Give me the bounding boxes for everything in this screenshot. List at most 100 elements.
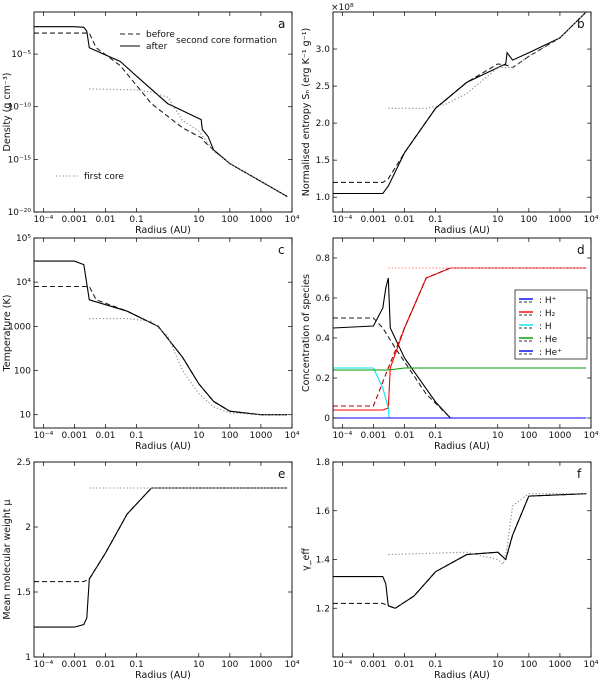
y-axis-label: γ_eff [301,548,312,571]
species-legend-label: : H⁺ [539,296,557,306]
species-legend: : H⁺: H₂: H: He: He⁺ [514,289,588,360]
panel-letter-c: c [278,243,285,257]
x-axis-label: Radius (AU) [135,225,191,236]
x-tick-label: 10⁻⁴ [332,431,352,441]
x-tick-label: 10⁻⁴ [332,215,352,225]
x-tick-label: 10⁻⁴ [33,215,53,225]
panel-letter-f: f [577,467,582,481]
x-tick-label: 1000 [548,660,571,670]
series-line-c-0 [34,285,288,416]
x-tick-label: 10⁴ [583,215,598,225]
annotation-first-core: first core [84,172,124,182]
y-tick-label: 1 [25,653,31,663]
x-tick-label: 100 [520,215,537,225]
x-tick-label: 0.001 [361,431,387,441]
series-line-f-0 [333,493,587,609]
panel-b-curves [333,12,587,195]
x-axis-label: Radius (AU) [135,670,191,681]
x-tick-label: 100 [221,215,238,225]
series-line-d-3 [333,267,587,407]
y-tick-label: 0 [324,414,330,424]
panel-d-curves [333,267,587,419]
y-tick-label: 10⁴ [16,278,31,288]
y-tick-label: 1.6 [316,507,331,517]
x-tick-label: 0.01 [394,431,414,441]
x-tick-label: 10 [193,660,205,670]
x-tick-label: 10⁴ [284,431,299,441]
panel-a-curves [34,26,288,197]
y-tick-label: 0.8 [316,254,331,264]
x-tick-label: 1000 [548,215,571,225]
x-axis-label: Radius (AU) [434,670,490,681]
y-axis-label: Mean molecular weight μ [2,499,13,619]
panel-e: 10⁻⁴ 0.001 0.01 0.1 10 100 1000 10⁴ 1 1.5 2 2.5 Radi… [2,458,300,681]
y-tick-label: 1.8 [316,458,331,468]
species-legend-label: : H₂ [539,309,556,319]
series-line-f-1 [333,493,587,609]
series-line-b-2 [388,12,587,109]
panel-letter-b: b [577,17,585,31]
y-tick-label: 10⁻⁵ [11,50,31,60]
series-line-a-1 [34,26,288,197]
y-tick-label: 1.5 [316,156,330,166]
x-tick-label: 0.1 [428,660,442,670]
panel-c-curves [34,260,288,416]
legend-label-second-core: second core formation [176,36,277,46]
y-tick-label: 10 [20,411,32,421]
x-tick-label: 0.001 [361,215,387,225]
x-tick-label: 1000 [249,431,272,441]
x-tick-label: 0.001 [361,660,387,670]
y-axis-label: Normalised entropy Sₙ (erg K⁻¹ g⁻¹) [301,28,312,196]
x-tick-label: 0.001 [62,215,88,225]
x-tick-label: 10⁻⁴ [33,660,53,670]
y-tick-label: 0.2 [316,374,330,384]
panel-frame-a [33,11,293,213]
series-line-f-2 [388,493,587,566]
x-tick-label: 0.01 [95,215,115,225]
x-tick-label: 10⁴ [284,660,299,670]
panel-f-curves [333,493,587,609]
panel-a: 10⁻⁴ 0.001 0.01 0.1 10 100 1000 10⁴ 10⁻²⁰ 10⁻¹⁵ 10… [2,11,300,236]
series-line-c-1 [34,260,288,416]
x-tick-label: 100 [520,660,537,670]
panel-b: 10⁻⁴ 0.001 0.01 0.1 10 100 1000 10⁴ 1.0 1.5 2.0 2.5… [301,3,599,236]
species-legend-label: : He⁺ [539,348,562,358]
panel-frame-d [332,237,592,429]
x-tick-label: 10 [492,215,504,225]
x-tick-label: 10 [193,431,205,441]
x-tick-label: 0.01 [95,431,115,441]
legend-label-after: after [146,42,168,52]
y-tick-label: 3.0 [316,45,331,55]
legend: before after second core formation [120,30,277,52]
panel-f: 10⁻⁴ 0.001 0.01 0.1 10 100 1000 10⁴ 1.2 1.4 1.6 1.8… [301,458,599,681]
y-tick-label: 2.5 [17,458,31,468]
x-axis-label: Radius (AU) [135,441,191,452]
panel-frame-b [332,11,592,213]
x-tick-label: 0.1 [129,660,143,670]
panel-d: 10⁻⁴ 0.001 0.01 0.1 10 100 1000 10⁴ 0 0.2 0.4 0.6 0.… [301,237,599,452]
x-tick-label: 1000 [249,660,272,670]
x-tick-label: 10 [193,215,205,225]
series-line-a-0 [34,32,288,197]
x-axis-label: Radius (AU) [434,441,490,452]
x-tick-label: 0.01 [394,660,414,670]
y-tick-label: 2.0 [316,119,331,129]
x-tick-label: 10⁻⁴ [33,431,53,441]
series-line-e-1 [34,487,288,628]
species-legend-label: : He [539,335,558,345]
y-tick-label: 1.0 [316,193,331,203]
series-line-d-5 [333,367,587,371]
series-line-b-0 [333,12,587,183]
x-tick-label: 0.1 [428,431,442,441]
y-tick-label: 0.6 [316,294,331,304]
y-tick-label: 1.4 [316,556,331,566]
y-axis-label: Concentration of species [301,274,312,392]
y-tick-label: 1000 [8,322,31,332]
series-line-a-2 [89,88,288,197]
x-tick-label: 0.001 [62,660,88,670]
y-tick-label: 10⁵ [16,234,31,244]
y-axis-label: Temperature (K) [2,295,13,373]
x-tick-label: 1000 [548,431,571,441]
x-tick-label: 1000 [249,215,272,225]
